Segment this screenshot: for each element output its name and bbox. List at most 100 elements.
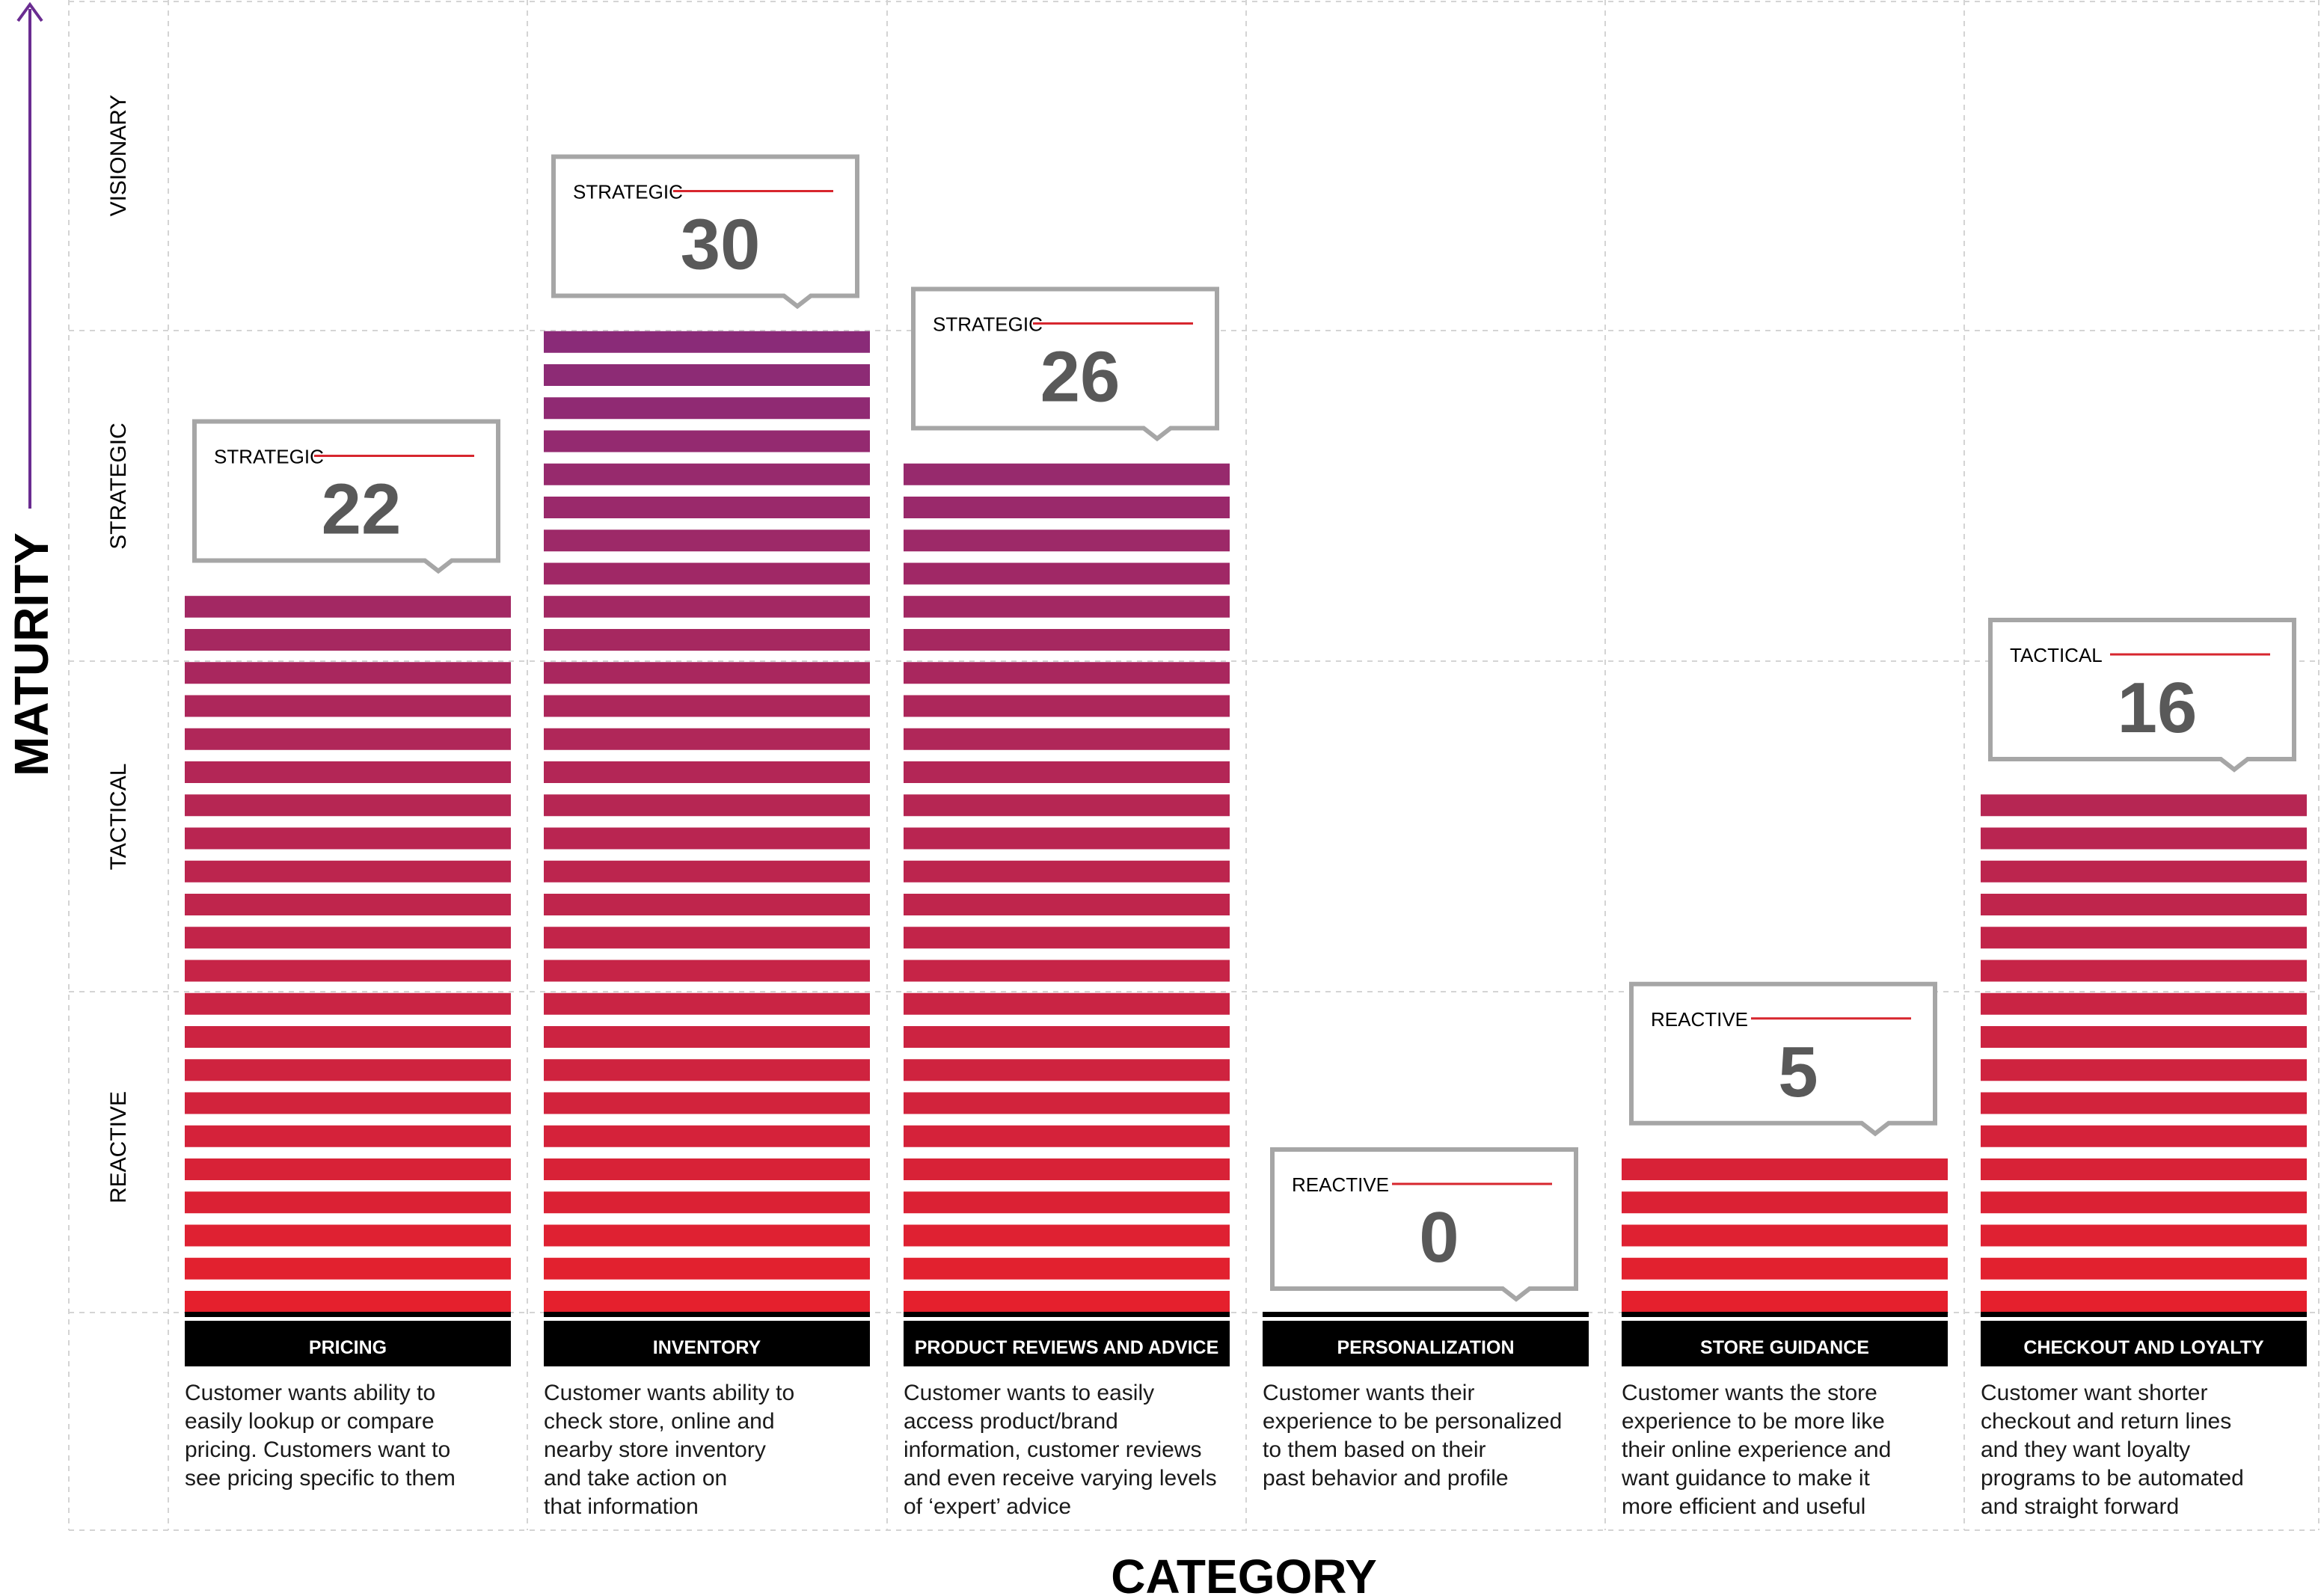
- bar-segment: [185, 1125, 511, 1147]
- bar-segment: [185, 1224, 511, 1247]
- category-label: INVENTORY: [653, 1337, 761, 1358]
- bar-baseline: [1622, 1321, 1948, 1326]
- y-level-label: STRATEGIC: [106, 423, 131, 549]
- bar-segment: [1981, 1291, 2307, 1313]
- category-description-line: access product/brand: [904, 1409, 1118, 1434]
- axis-arrowhead-icon: [16, 1, 43, 22]
- category-label-bar: [544, 1325, 870, 1366]
- bar-segment: [544, 827, 870, 850]
- bar-segment: [544, 1257, 870, 1280]
- value-callout-box: [192, 419, 500, 574]
- bar-segment: [185, 1026, 511, 1048]
- bar-segment: [185, 794, 511, 817]
- category-label-bar: [185, 1325, 511, 1366]
- bar-baseline: [1981, 1312, 2307, 1317]
- category-description-line: easily lookup or compare: [185, 1409, 435, 1434]
- value-callout-box: [1270, 1147, 1578, 1302]
- bar-segment: [185, 662, 511, 684]
- category-description-line: and they want loyalty: [1981, 1437, 2190, 1462]
- bar-baseline: [185, 1312, 511, 1317]
- bar-segment: [904, 595, 1230, 618]
- bar-segment: [544, 1092, 870, 1114]
- category-description-line: Customer wants to easily: [904, 1381, 1154, 1405]
- bar-segment: [904, 761, 1230, 783]
- category-description-line: of ‘expert’ advice: [904, 1494, 1071, 1519]
- bar-segment: [1981, 960, 2307, 982]
- bar-segment: [185, 1092, 511, 1114]
- callout-maturity-label: STRATEGIC: [933, 313, 1043, 336]
- category-description-line: and take action on: [544, 1466, 727, 1491]
- callout-maturity-label: TACTICAL: [2010, 644, 2103, 666]
- bar-segment: [904, 463, 1230, 485]
- category-description-line: their online experience and: [1622, 1437, 1891, 1462]
- bar-segment: [185, 960, 511, 982]
- bar-segment: [544, 530, 870, 552]
- bar-segment: [904, 1291, 1230, 1313]
- bar-segment: [1622, 1158, 1948, 1180]
- bar-segment: [904, 1092, 1230, 1114]
- bar-segment: [904, 960, 1230, 982]
- bar-segment: [904, 1059, 1230, 1081]
- x-axis-title: CATEGORY: [1111, 1550, 1377, 1596]
- bar-segment: [904, 1125, 1230, 1147]
- bar-segment: [904, 1158, 1230, 1180]
- category-label-bar: [1622, 1325, 1948, 1366]
- bar-segment: [544, 364, 870, 386]
- bar-segment: [904, 1026, 1230, 1048]
- bar-segment: [185, 894, 511, 915]
- callout-maturity-label: REACTIVE: [1292, 1173, 1389, 1196]
- category-description-line: more efficient and useful: [1622, 1494, 1865, 1519]
- bar-segment: [1981, 1026, 2307, 1048]
- bar-segment: [904, 1224, 1230, 1247]
- bar-segment: [185, 1158, 511, 1180]
- category-label: STORE GUIDANCE: [1700, 1337, 1869, 1358]
- category-description-line: Customer wants the store: [1622, 1381, 1877, 1405]
- category-description-line: Customer want shorter: [1981, 1381, 2207, 1405]
- bar-segment: [544, 1026, 870, 1048]
- bar-segment: [544, 761, 870, 783]
- bar-segment: [544, 595, 870, 618]
- bar-segment: [544, 1125, 870, 1147]
- category-description-line: information, customer reviews: [904, 1437, 1201, 1462]
- bar-segment: [904, 1191, 1230, 1214]
- bar-segment: [904, 860, 1230, 883]
- bar-segment: [1981, 894, 2307, 915]
- bar-segment: [1622, 1224, 1948, 1247]
- bar-segment: [185, 827, 511, 850]
- bar-baseline: [185, 1321, 511, 1326]
- bar-segment: [1981, 1125, 2307, 1147]
- category-description-line: Customer wants ability to: [185, 1381, 435, 1405]
- bar-segment: [1981, 1257, 2307, 1280]
- bar-segment: [904, 728, 1230, 750]
- bar-segment: [544, 562, 870, 585]
- value-callout-box: [911, 286, 1219, 442]
- bar-segment: [544, 960, 870, 982]
- category-labels: PRICING INVENTORY PRODUCT REVIEWS AND ADVI…: [185, 1325, 2307, 1366]
- callout-value: 22: [322, 470, 402, 550]
- bar-segment: [1622, 1257, 1948, 1280]
- bar-baseline: [544, 1321, 870, 1326]
- category-description-line: experience to be personalized: [1263, 1409, 1562, 1434]
- bar-segment: [544, 1291, 870, 1313]
- bar-segment: [1622, 1291, 1948, 1313]
- bar-segment: [185, 629, 511, 651]
- bars: [185, 331, 2307, 1326]
- bar-segment: [1622, 1191, 1948, 1214]
- category-label-bar: [904, 1325, 1230, 1366]
- bar-segment: [544, 497, 870, 518]
- category-description-line: check store, online and: [544, 1409, 775, 1434]
- category-description-line: Customer wants ability to: [544, 1381, 794, 1405]
- category-description-line: programs to be automated: [1981, 1466, 2244, 1491]
- bar-segment: [1981, 1191, 2307, 1214]
- category-description-line: and even receive varying levels: [904, 1466, 1217, 1491]
- bar-segment: [544, 794, 870, 817]
- bar-segment: [185, 1291, 511, 1313]
- bar-segment: [1981, 794, 2307, 817]
- bar-segment: [1981, 827, 2307, 850]
- callout-value: 16: [2118, 668, 2198, 748]
- bar-segment: [1981, 1224, 2307, 1247]
- callout-value: 26: [1040, 337, 1120, 417]
- bar-segment: [185, 1059, 511, 1081]
- y-level-label: VISIONARY: [106, 95, 131, 217]
